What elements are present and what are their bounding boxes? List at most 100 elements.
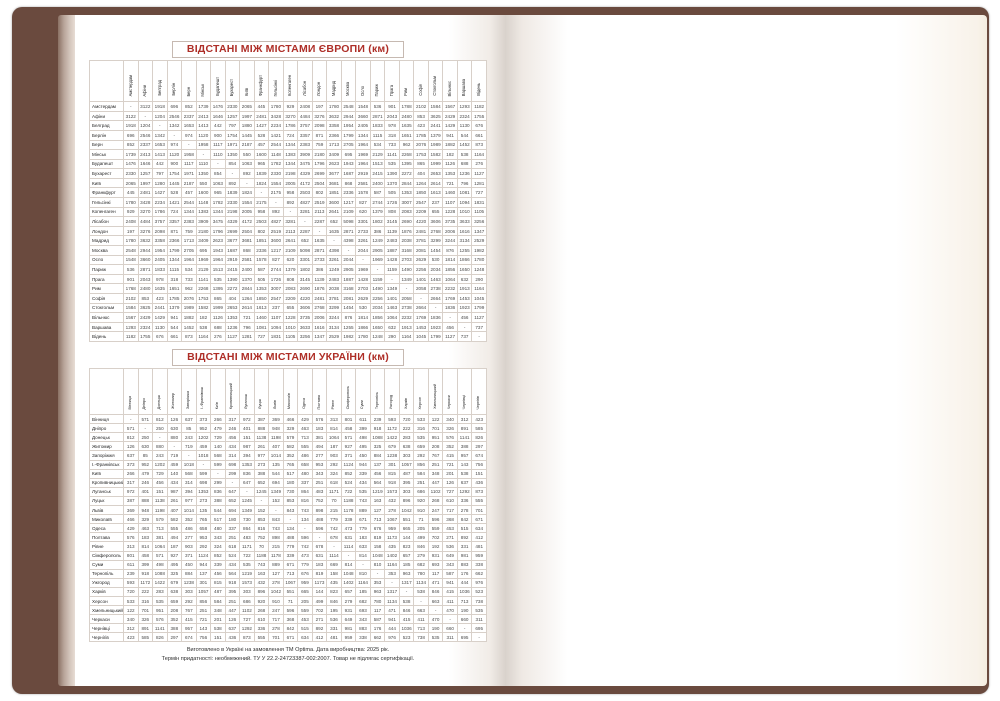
distance-cell: 140 (166, 468, 183, 479)
distance-cell: 442 (210, 120, 226, 131)
distance-cell: 721 (442, 459, 458, 470)
distance-cell: 576 (152, 614, 168, 625)
distance-cell: 1236 (456, 168, 473, 179)
distance-cell: 1982 (471, 245, 487, 256)
distance-cell: 1148 (268, 149, 284, 160)
distance-cell: 647 (239, 477, 255, 488)
distance-cell: 630 (137, 441, 154, 452)
distance-cell: 652 (253, 477, 270, 488)
distance-cell: 713 (297, 432, 313, 443)
distance-cell: 2330 (224, 101, 241, 112)
distance-cell: 135 (268, 459, 284, 470)
distance-cell: 2705 (181, 245, 197, 256)
distance-cell: 2038 (398, 235, 415, 247)
distance-cell: 538 (210, 623, 226, 634)
distance-cell: 948 (268, 423, 284, 434)
distance-cell: 4220 (413, 216, 429, 227)
distance-cell: 4398 (340, 235, 357, 247)
distance-cell: 676 (152, 331, 168, 342)
distance-cell: 722 (239, 550, 255, 561)
distance-cell: 1063 (210, 177, 226, 189)
distance-cell: 1124 (340, 459, 357, 470)
row-header-city: Луцьк (89, 495, 124, 507)
column-header-city: Дніпро (137, 368, 154, 416)
distance-cell: 2113 (282, 225, 299, 237)
distance-cell: 2429 (137, 312, 154, 323)
distance-cell: 722 (340, 486, 357, 497)
distance-cell: 1851 (253, 235, 270, 247)
distance-cell: - (210, 158, 226, 170)
distance-cell: 278 (456, 505, 473, 516)
distance-cell: 2209 (413, 206, 429, 218)
distance-cell: 1249 (326, 264, 342, 275)
europe-table-title: ВІДСТАНІ МІЖ МІСТАМИ ЄВРОПИ (км) (171, 41, 405, 59)
distance-cell: 1018 (181, 459, 197, 470)
distance-cell: 2504 (239, 225, 255, 237)
distance-cell: 1799 (166, 245, 183, 256)
distance-cell: 2944 (340, 110, 357, 122)
distance-cell: 1753 (195, 293, 212, 304)
distance-cell: 324 (210, 541, 226, 552)
distance-cell: 1780 (326, 101, 342, 112)
distance-cell: 2690 (297, 283, 313, 294)
distance-cell: 2738 (398, 302, 415, 314)
distance-cell: 582 (282, 441, 299, 452)
distance-cell: 1228 (442, 206, 458, 218)
distance-cell: 352 (166, 614, 183, 625)
distance-cell: 481 (326, 632, 342, 643)
distance-cell: 1342 (152, 129, 168, 141)
distance-cell: 871 (311, 129, 328, 141)
distance-cell: 665 (297, 586, 313, 597)
distance-cell: 1204 (152, 110, 168, 122)
distance-cell: 533 (413, 414, 429, 425)
distance-cell: 3276 (311, 110, 328, 122)
distance-cell: 910 (268, 595, 284, 607)
distance-cell: 719 (181, 441, 197, 452)
distance-cell: 373 (123, 459, 139, 470)
distance-cell: 559 (297, 605, 313, 616)
distance-cell: 456 (369, 468, 386, 479)
distance-cell: 1584 (427, 101, 444, 112)
distance-cell: 846 (398, 605, 415, 616)
distance-cell: 1127 (224, 331, 241, 342)
distance-cell: 713 (282, 568, 299, 579)
distance-cell: 399 (355, 423, 371, 434)
distance-cell: 638 (398, 441, 415, 452)
distance-cell: 2641 (282, 235, 299, 247)
distance-cell: 630 (166, 423, 183, 434)
distance-cell: 1650 (369, 321, 386, 333)
distance-cell: 1281 (471, 177, 487, 189)
distance-cell: 151 (239, 432, 255, 443)
distance-cell: 953 (311, 459, 328, 470)
distance-cell: 891 (456, 423, 473, 434)
distance-cell: 1014 (268, 450, 284, 461)
distance-cell: 371 (340, 450, 357, 461)
open-pages: ВІДСТАНІ МІЖ МІСТАМИ ЄВРОПИ (км) Амстерд… (75, 15, 987, 686)
distance-cell: 662 (369, 632, 386, 643)
distance-cell: 1958 (181, 149, 197, 160)
distance-cell: 631 (340, 532, 357, 543)
row-header-city: Тернопіль (89, 568, 124, 579)
distance-cell: 713 (413, 623, 429, 634)
distance-cell: 312 (456, 414, 473, 425)
distance-cell: 742 (326, 523, 342, 534)
distance-cell: 695 (456, 632, 473, 643)
distance-cell: 2187 (181, 177, 197, 189)
distance-cell: 1390 (224, 273, 241, 285)
distance-cell: 2483 (326, 273, 342, 285)
distance-cell: 679 (384, 441, 400, 452)
distance-cell: 1799 (340, 129, 357, 141)
distance-cell: 404 (224, 293, 241, 304)
distance-cell: 2232 (442, 283, 458, 294)
row-header-city: Херсон (89, 595, 124, 607)
distance-cell: 884 (181, 568, 197, 579)
distance-cell: 958 (282, 187, 299, 199)
distance-cell: 222 (137, 586, 154, 597)
distance-cell: 535 (152, 595, 168, 607)
distance-cell: 1173 (384, 532, 400, 543)
distance-cell: 1923 (427, 321, 444, 333)
distance-cell: 336 (456, 495, 473, 507)
distance-cell: 122 (123, 605, 139, 616)
distance-cell: 407 (166, 505, 183, 516)
distance-cell: 3299 (427, 235, 444, 247)
